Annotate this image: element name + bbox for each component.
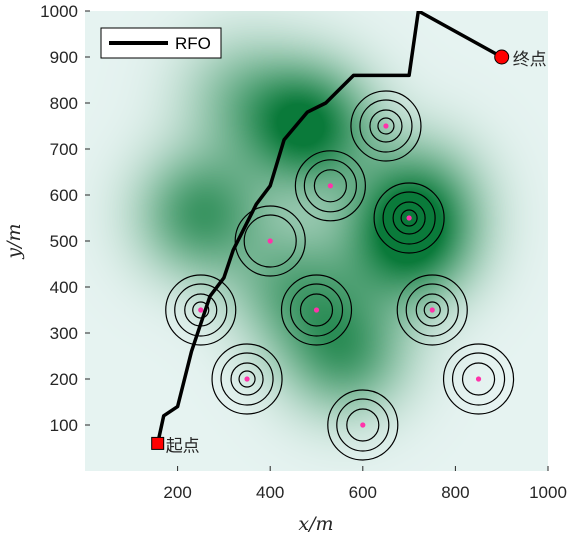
- threat-ring: [234, 205, 306, 277]
- axes: 200 400 600 800 1000 100 200 300 400 500 600 700 800…: [40, 2, 567, 502]
- threat-ring: [442, 343, 515, 415]
- threat-ring: [220, 352, 274, 406]
- threat-ring: [299, 293, 334, 327]
- y-tick-label: 500: [50, 232, 78, 251]
- y-tick-label: 700: [50, 140, 78, 159]
- threat-ring: [238, 370, 256, 388]
- y-tick-label: 800: [50, 94, 78, 113]
- threat-center: [313, 307, 320, 313]
- legend-label-rfo: RFO: [175, 34, 211, 53]
- threat-center: [244, 376, 250, 382]
- threat-ring: [461, 362, 496, 396]
- y-tick-label: 900: [50, 48, 78, 67]
- threat-center: [327, 183, 333, 189]
- threat-ring: [382, 191, 436, 245]
- threat-ring: [192, 301, 210, 319]
- y-tick-label: 400: [50, 278, 78, 297]
- y-tick-label: 100: [50, 416, 78, 435]
- threat-ring: [359, 99, 413, 153]
- goal-marker: [494, 49, 510, 65]
- threat-zone: [234, 205, 306, 277]
- markers: 起点 终点: [151, 49, 547, 456]
- y-tick-label: 200: [50, 370, 78, 389]
- threat-center: [429, 307, 435, 313]
- threat-ring: [423, 301, 441, 319]
- threat-ring: [174, 283, 228, 337]
- x-tick-label: 600: [349, 483, 377, 502]
- threat-center: [406, 215, 412, 221]
- threat-ring: [289, 283, 344, 337]
- threat-zone: [294, 150, 366, 222]
- threat-ring: [280, 274, 353, 346]
- threat-zone: [280, 274, 353, 346]
- threat-zone: [373, 182, 445, 254]
- rfo-path: [155, 11, 503, 444]
- threat-ring: [400, 209, 418, 227]
- threat-ring: [451, 352, 506, 406]
- y-tick-label: 1000: [40, 2, 78, 21]
- start-label: 起点: [166, 436, 200, 456]
- y-tick-label: 300: [50, 324, 78, 343]
- threat-zone: [396, 274, 468, 346]
- threat-ring: [230, 362, 264, 396]
- threat-center: [198, 307, 204, 313]
- threat-zone: [327, 389, 399, 461]
- threat-ring: [392, 201, 426, 235]
- rfo-path-line: [155, 11, 503, 444]
- threat-zone: [211, 343, 283, 415]
- y-tick-label: 600: [50, 186, 78, 205]
- threat-center: [360, 422, 366, 428]
- threat-ring: [211, 343, 283, 415]
- threat-zones: [165, 90, 515, 461]
- terrain-heatmap: [85, 11, 548, 471]
- threat-ring: [327, 389, 399, 461]
- start-marker: [151, 436, 165, 450]
- threat-center: [267, 238, 273, 244]
- terrain-image: [85, 11, 548, 471]
- threat-ring: [369, 109, 403, 143]
- threat-zone: [350, 90, 422, 162]
- threat-ring: [346, 408, 380, 442]
- threat-center: [475, 376, 482, 382]
- threat-center: [383, 123, 389, 129]
- x-tick-label: 1000: [529, 483, 567, 502]
- x-tick-label: 400: [256, 483, 284, 502]
- threat-ring: [313, 169, 347, 203]
- threat-ring: [415, 293, 449, 327]
- legend: RFO: [100, 27, 222, 59]
- x-tick-label: 800: [441, 483, 469, 502]
- threat-ring: [165, 274, 237, 346]
- threat-ring: [294, 150, 366, 222]
- threat-ring: [377, 117, 395, 135]
- threat-ring: [405, 283, 459, 337]
- y-axis-label: y/m: [3, 223, 25, 259]
- goal-label: 终点: [513, 50, 547, 70]
- threat-ring: [373, 182, 445, 254]
- threat-ring: [243, 214, 297, 268]
- threat-ring: [396, 274, 468, 346]
- threat-ring: [303, 159, 357, 213]
- threat-ring: [336, 398, 390, 452]
- threat-zone: [442, 343, 515, 415]
- x-tick-label: 200: [163, 483, 191, 502]
- threat-ring: [350, 90, 422, 162]
- x-axis-label: x/m: [298, 513, 333, 535]
